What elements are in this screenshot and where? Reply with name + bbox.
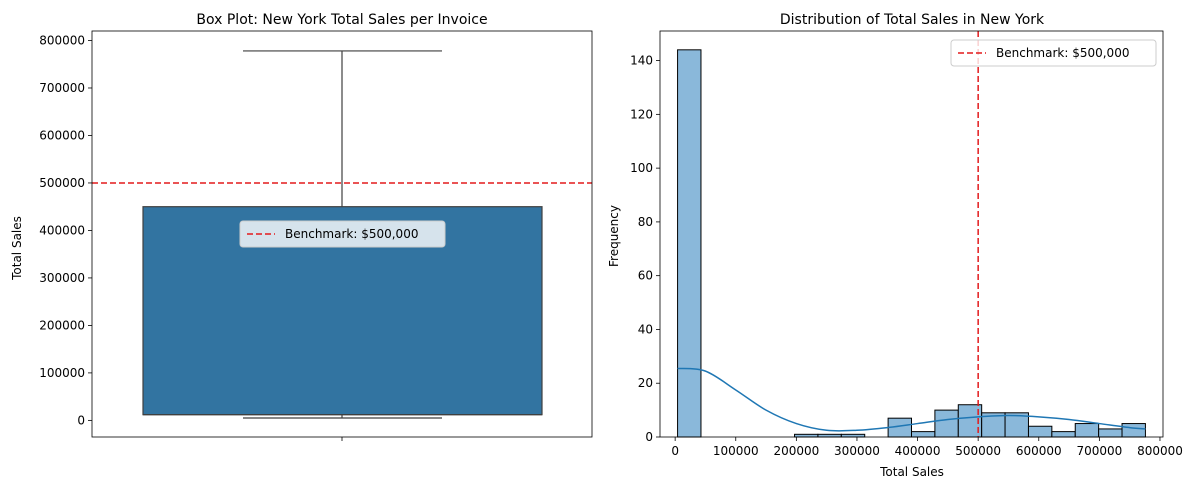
histogram-x-tick-label: 0 [671, 444, 679, 458]
boxplot-y-tick-label: 600000 [39, 128, 85, 142]
histogram-bar [794, 433, 819, 438]
histogram-y-tick-label: 40 [638, 322, 653, 336]
histogram-y-tick-label: 100 [630, 161, 653, 175]
boxplot-y-tick-label: 500000 [39, 176, 85, 190]
boxplot-y-axis-label: Total Sales [10, 216, 24, 281]
histogram-kde-curve [677, 367, 1146, 432]
histogram-x-tick-label: 400000 [895, 444, 941, 458]
histogram-y-tick-label: 0 [645, 430, 653, 444]
histogram-axes-frame [659, 30, 1164, 438]
histogram-bars [677, 49, 1146, 438]
histogram-x-tick-label: 200000 [773, 444, 819, 458]
histogram-bar [677, 49, 702, 438]
histogram-legend-frame [950, 39, 1157, 67]
boxplot-axes-frame [91, 30, 593, 438]
boxplot-y-tick-label: 100000 [39, 366, 85, 380]
histogram-legend: Benchmark: $500,000 [950, 39, 1157, 67]
histogram-y-ticks: 0 20 40 60 80 100 120 140 [630, 54, 660, 444]
boxplot-legend-frame [239, 220, 446, 248]
boxplot-y-ticks: 0 100000 200000 300000 400000 500000 600000 700… [39, 33, 92, 427]
histogram-y-tick-label: 60 [638, 269, 653, 283]
boxplot-y-tick-label: 0 [77, 413, 85, 427]
histogram-x-tick-label: 700000 [1076, 444, 1122, 458]
boxplot-panel: Box Plot: New York Total Sales per Invoi… [10, 12, 593, 441]
histogram-x-ticks: 0 100000 200000 300000 400000 500000 600000 700… [671, 437, 1183, 458]
histogram-bar [1121, 423, 1146, 438]
histogram-y-tick-label: 80 [638, 215, 653, 229]
histogram-y-tick-label: 120 [630, 107, 653, 121]
boxplot-y-tick-label: 400000 [39, 223, 85, 237]
histogram-y-axis-label: Frequency [607, 205, 621, 267]
histogram-panel: Distribution of Total Sales in New York … [607, 12, 1183, 479]
boxplot-title: Box Plot: New York Total Sales per Invoi… [196, 12, 487, 28]
histogram-x-tick-label: 100000 [713, 444, 759, 458]
histogram-x-tick-label: 500000 [955, 444, 1001, 458]
boxplot-legend-label: Benchmark: $500,000 [285, 227, 418, 241]
histogram-title: Distribution of Total Sales in New York [780, 12, 1045, 28]
histogram-bar [1098, 428, 1123, 438]
histogram-bar [911, 431, 936, 438]
histogram-bar [817, 433, 842, 438]
boxplot-y-tick-label: 200000 [39, 318, 85, 332]
histogram-bar [934, 409, 959, 438]
histogram-x-tick-label: 300000 [834, 444, 880, 458]
boxplot-y-tick-label: 800000 [39, 33, 85, 47]
histogram-x-axis-label: Total Sales [879, 465, 944, 479]
histogram-bar [1074, 423, 1100, 438]
boxplot-legend: Benchmark: $500,000 [239, 220, 446, 248]
histogram-y-tick-label: 20 [638, 376, 653, 390]
histogram-bar [840, 433, 866, 438]
histogram-legend-label: Benchmark: $500,000 [996, 46, 1129, 60]
histogram-bar [1027, 425, 1053, 438]
histogram-x-tick-label: 800000 [1137, 444, 1183, 458]
histogram-y-tick-label: 140 [630, 54, 653, 68]
histogram-x-tick-label: 600000 [1016, 444, 1062, 458]
boxplot-y-tick-label: 300000 [39, 271, 85, 285]
boxplot-y-tick-label: 700000 [39, 81, 85, 95]
histogram-bar [1051, 431, 1076, 438]
